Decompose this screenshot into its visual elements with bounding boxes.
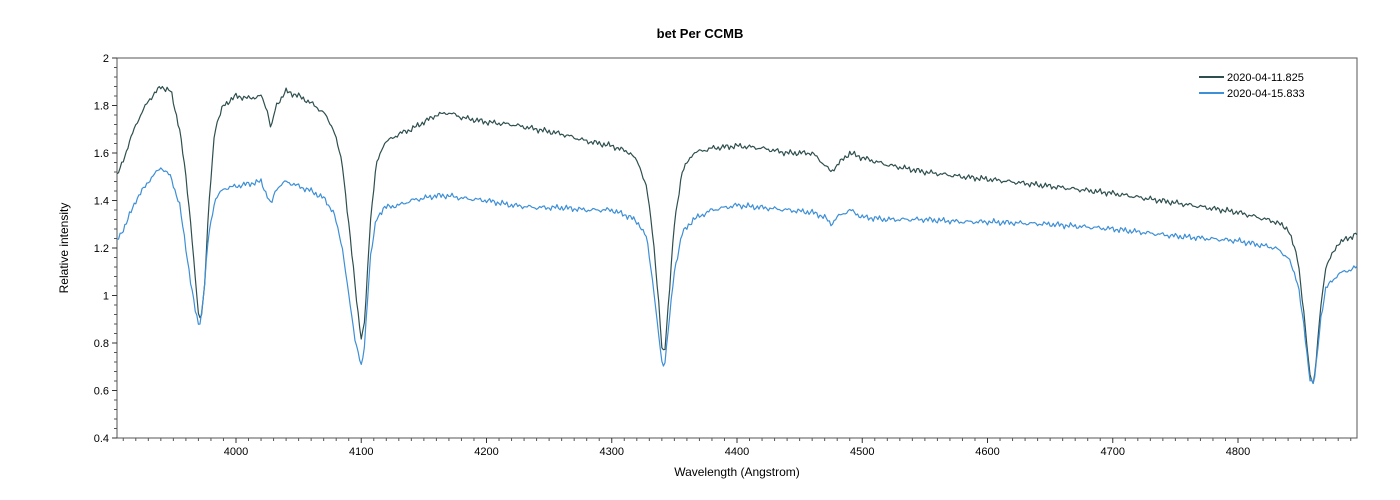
y-tick-label: 1.6 [94,148,109,160]
y-tick-label: 0.4 [94,433,109,445]
x-tick-label: 4700 [1101,446,1125,458]
y-tick-label: 0.6 [94,386,109,398]
x-tick-label: 4200 [474,446,498,458]
x-tick-label: 4400 [725,446,749,458]
series-line-1 [116,85,1358,385]
legend: 2020-04-11.825 2020-04-15.833 [1199,72,1305,100]
x-tick-label: 4800 [1226,446,1250,458]
y-axis-label: Relative intensity [57,203,71,294]
y-tick-label: 0.8 [94,338,109,350]
y-tick-label: 1 [103,291,109,303]
x-tick-label: 4300 [600,446,624,458]
x-tick-label: 4500 [850,446,874,458]
x-tick-label: 4100 [349,446,373,458]
y-tick-label: 1.8 [94,101,109,113]
x-tick-label: 4000 [224,446,248,458]
y-tick-label: 2 [103,53,109,65]
series-lines [116,85,1358,385]
legend-label: 2020-04-15.833 [1227,88,1305,100]
x-tick-label: 4600 [975,446,999,458]
chart-title: bet Per CCMB [657,26,744,41]
series-line-2 [116,167,1358,385]
legend-label: 2020-04-11.825 [1227,72,1304,84]
plot-frame [116,57,1358,439]
axis-ticks: 4000 4100 4200 4300 4400 4500 4600 4700 4800 0.4 0… [94,53,1352,458]
x-axis-label: Wavelength (Angstrom) [674,465,800,479]
y-tick-label: 1.4 [94,196,109,208]
y-tick-label: 1.2 [94,243,109,255]
